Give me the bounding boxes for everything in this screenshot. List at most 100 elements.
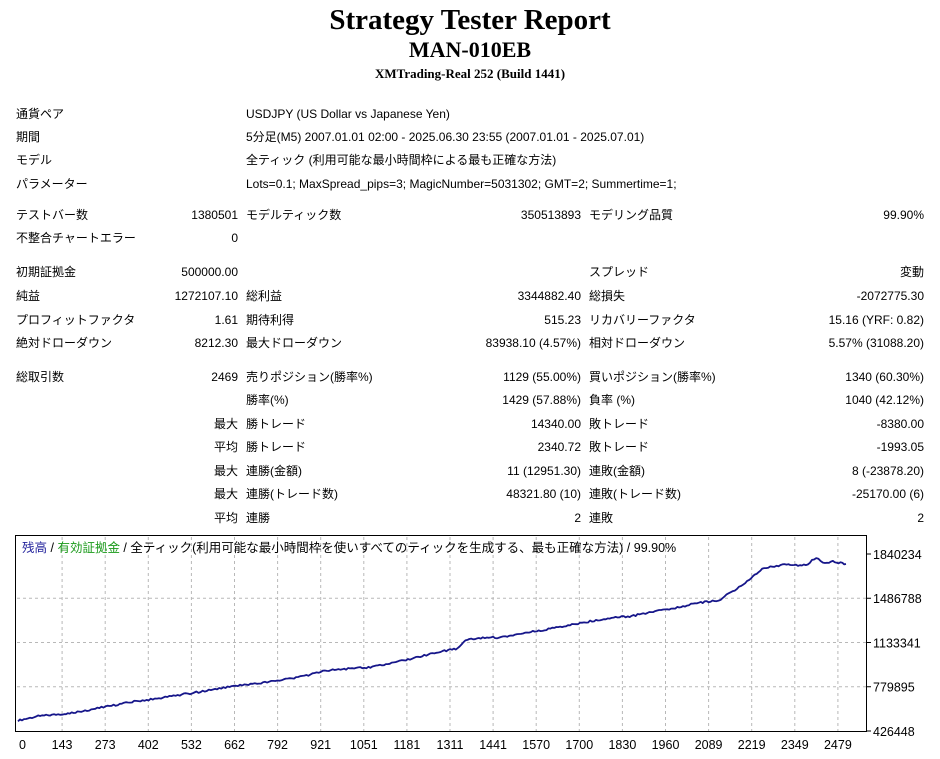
x-tick-label: 532 bbox=[181, 738, 202, 752]
max-dd-label: 最大ドローダウン bbox=[246, 336, 343, 350]
max-consec-profit-value: 48321.80 (10) bbox=[506, 487, 581, 501]
test-bars-value: 1380501 bbox=[191, 208, 238, 222]
x-tick-label: 2479 bbox=[824, 738, 852, 752]
x-tick-label: 0 bbox=[19, 738, 26, 752]
x-tick-label: 921 bbox=[310, 738, 331, 752]
avg-label: 平均 bbox=[213, 440, 238, 454]
recovery-factor-label: リカバリーファクタ bbox=[589, 313, 696, 327]
largest-win-label: 勝トレード bbox=[246, 417, 307, 431]
x-tick-label: 1830 bbox=[608, 738, 636, 752]
model-ticks-label: モデルティック数 bbox=[246, 208, 342, 222]
x-tick-label: 1700 bbox=[565, 738, 593, 752]
x-tick-label: 1311 bbox=[437, 738, 464, 752]
x-tick-label: 1441 bbox=[479, 738, 507, 752]
profit-factor-label: プロフィットファクタ bbox=[16, 313, 136, 327]
legend-equity: 有効証拠金 bbox=[57, 541, 120, 555]
avg-loss-value: -1993.05 bbox=[876, 440, 924, 454]
rel-dd-label: 相対ドローダウン bbox=[589, 336, 686, 350]
rel-dd-value: 5.57% (31088.20) bbox=[828, 336, 924, 350]
period-label: 期間 bbox=[16, 130, 41, 144]
gross-profit-label: 総利益 bbox=[246, 289, 283, 303]
mismatch-label: 不整合チャートエラー bbox=[16, 231, 136, 245]
avg-label-2: 平均 bbox=[213, 511, 238, 525]
win-rate-value: 1429 (57.88%) bbox=[502, 393, 581, 407]
model-quality-label: モデリング品質 bbox=[589, 208, 674, 222]
expected-payoff-value: 515.23 bbox=[544, 313, 581, 327]
recovery-factor-value: 15.16 (YRF: 0.82) bbox=[828, 313, 924, 327]
max-consec-wins-label: 連勝(金額) bbox=[246, 464, 302, 478]
y-tick-label: 426448 bbox=[873, 725, 915, 739]
test-bars-label: テストバー数 bbox=[16, 208, 89, 222]
balance-chart bbox=[15, 535, 867, 732]
y-tick-label: 779895 bbox=[873, 681, 915, 695]
max-consec-loss-label: 連敗(トレード数) bbox=[589, 487, 681, 501]
total-trades-value: 2469 bbox=[211, 370, 238, 384]
mismatch-value: 0 bbox=[231, 231, 238, 245]
y-tick-label: 1840234 bbox=[873, 548, 922, 562]
win-rate-label: 勝率(%) bbox=[246, 393, 289, 407]
model-ticks-value: 350513893 bbox=[520, 208, 581, 222]
chart-legend: 残高 / 有効証拠金 / 全ティック(利用可能な最小時間枠を使いすべてのティック… bbox=[22, 540, 676, 556]
x-tick-label: 143 bbox=[52, 738, 73, 752]
spread-value: 変動 bbox=[899, 265, 924, 279]
max-label: 最大 bbox=[213, 417, 238, 431]
x-tick-label: 1181 bbox=[393, 738, 420, 752]
largest-loss-label: 敗トレード bbox=[589, 417, 650, 431]
long-value: 1340 (60.30%) bbox=[845, 370, 924, 384]
long-label: 買いポジション(勝率%) bbox=[589, 370, 716, 384]
balance-line bbox=[17, 557, 847, 723]
avg-win-label: 勝トレード bbox=[246, 440, 307, 454]
avg-loss-label: 敗トレード bbox=[589, 440, 650, 454]
y-tick-label: 1133341 bbox=[873, 637, 921, 651]
max-consec-wins-value: 11 (12951.30) bbox=[507, 464, 581, 478]
report-title: Strategy Tester Report bbox=[329, 4, 611, 36]
initial-deposit-label: 初期証拠金 bbox=[16, 265, 77, 279]
pair-label: 通貨ペア bbox=[16, 107, 65, 121]
legend-description: / 全ティック(利用可能な最小時間枠を使いすべてのティックを生成する、最も正確な… bbox=[119, 541, 677, 555]
x-tick-label: 2219 bbox=[738, 738, 766, 752]
period-value: 5分足(M5) 2007.01.01 02:00 - 2025.06.30 23… bbox=[246, 130, 645, 144]
y-tick-label: 1486788 bbox=[873, 592, 922, 606]
model-value: 全ティック (利用可能な最小時間枠による最も正確な方法) bbox=[246, 153, 557, 167]
pair-value: USDJPY (US Dollar vs Japanese Yen) bbox=[246, 107, 450, 121]
gross-profit-value: 3344882.40 bbox=[517, 289, 581, 303]
short-label: 売りポジション(勝率%) bbox=[246, 370, 373, 384]
abs-dd-value: 8212.30 bbox=[194, 336, 238, 350]
x-tick-label: 273 bbox=[95, 738, 116, 752]
expected-payoff-label: 期待利得 bbox=[246, 313, 295, 327]
model-quality-value: 99.90% bbox=[883, 208, 924, 222]
model-label: モデル bbox=[16, 153, 53, 167]
max-consec-losses-value: 8 (-23878.20) bbox=[851, 464, 924, 478]
avg-win-value: 2340.72 bbox=[537, 440, 581, 454]
gross-loss-label: 総損失 bbox=[589, 289, 626, 303]
params-value: Lots=0.1; MaxSpread_pips=3; MagicNumber=… bbox=[246, 177, 677, 191]
max-label-3: 最大 bbox=[213, 487, 238, 501]
x-tick-label: 1051 bbox=[350, 738, 378, 752]
x-tick-label: 662 bbox=[224, 738, 245, 752]
x-tick-label: 2349 bbox=[781, 738, 809, 752]
max-consec-loss-value: -25170.00 (6) bbox=[851, 487, 924, 501]
net-profit-value: 1272107.10 bbox=[174, 289, 238, 303]
x-tick-label: 402 bbox=[138, 738, 159, 752]
avg-consec-losses-label: 連敗 bbox=[589, 511, 614, 525]
x-tick-label: 1570 bbox=[522, 738, 550, 752]
legend-sep: / bbox=[47, 541, 58, 555]
largest-win-value: 14340.00 bbox=[530, 417, 581, 431]
net-profit-label: 純益 bbox=[16, 289, 41, 303]
loss-rate-value: 1040 (42.12%) bbox=[845, 393, 924, 407]
spread-label: スプレッド bbox=[589, 265, 650, 279]
max-consec-losses-label: 連敗(金額) bbox=[589, 464, 645, 478]
avg-consec-wins-value: 2 bbox=[574, 511, 581, 525]
x-tick-label: 792 bbox=[267, 738, 288, 752]
largest-loss-value: -8380.00 bbox=[876, 417, 924, 431]
max-consec-profit-label: 連勝(トレード数) bbox=[246, 487, 338, 501]
total-trades-label: 総取引数 bbox=[16, 370, 65, 384]
max-label-2: 最大 bbox=[213, 464, 238, 478]
abs-dd-label: 絶対ドローダウン bbox=[16, 336, 113, 350]
legend-balance: 残高 bbox=[22, 541, 48, 555]
avg-consec-wins-label: 連勝 bbox=[246, 511, 271, 525]
initial-deposit-value: 500000.00 bbox=[181, 265, 238, 279]
profit-factor-value: 1.61 bbox=[214, 313, 238, 327]
avg-consec-losses-value: 2 bbox=[917, 511, 924, 525]
